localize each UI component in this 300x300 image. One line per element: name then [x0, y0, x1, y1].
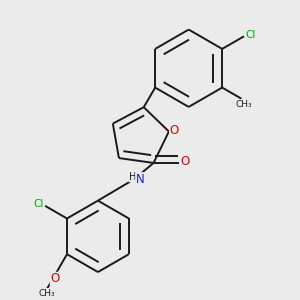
Text: N: N	[136, 173, 145, 186]
Text: CH₃: CH₃	[236, 100, 252, 109]
Text: O: O	[180, 155, 189, 168]
Text: O: O	[169, 124, 179, 136]
Text: Cl: Cl	[245, 30, 256, 40]
Text: H: H	[129, 172, 136, 182]
Text: O: O	[50, 272, 60, 285]
Text: CH₃: CH₃	[38, 289, 55, 298]
Text: Cl: Cl	[33, 200, 44, 209]
